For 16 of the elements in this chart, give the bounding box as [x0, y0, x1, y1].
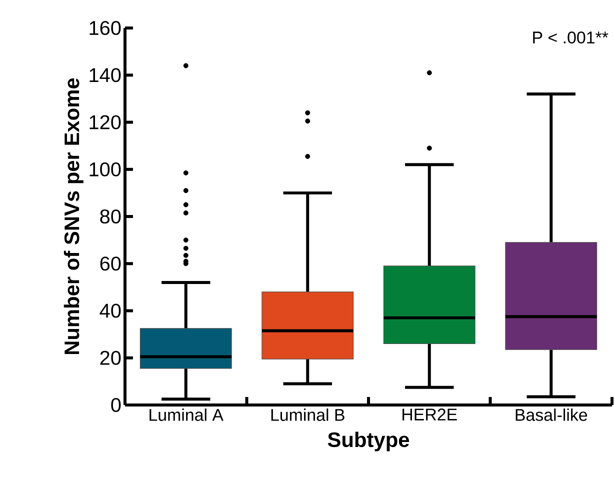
annotation: P < .001**: [533, 32, 608, 44]
y-tick-label: 0: [111, 398, 121, 412]
y-tick-label: 80: [100, 209, 121, 224]
x-tick-label: Luminal A: [150, 408, 224, 421]
y-tick-label: 20: [100, 350, 121, 365]
y-tick-label: 140: [90, 68, 121, 82]
x-axis-title: Subtype: [328, 432, 410, 452]
x-tick-label: HER2E: [402, 408, 457, 420]
y-tick-label: 160: [90, 20, 121, 36]
y-tick-label: 60: [100, 256, 121, 271]
x-tick-label: Luminal B: [271, 408, 344, 421]
x-tick-label: Basal-like: [516, 408, 588, 421]
y-axis-title: Number of SNVs per Exome: [64, 78, 84, 354]
y-tick-label: 100: [90, 162, 121, 176]
y-tick-label: 40: [100, 304, 121, 318]
y-tick-label: 120: [90, 115, 121, 130]
